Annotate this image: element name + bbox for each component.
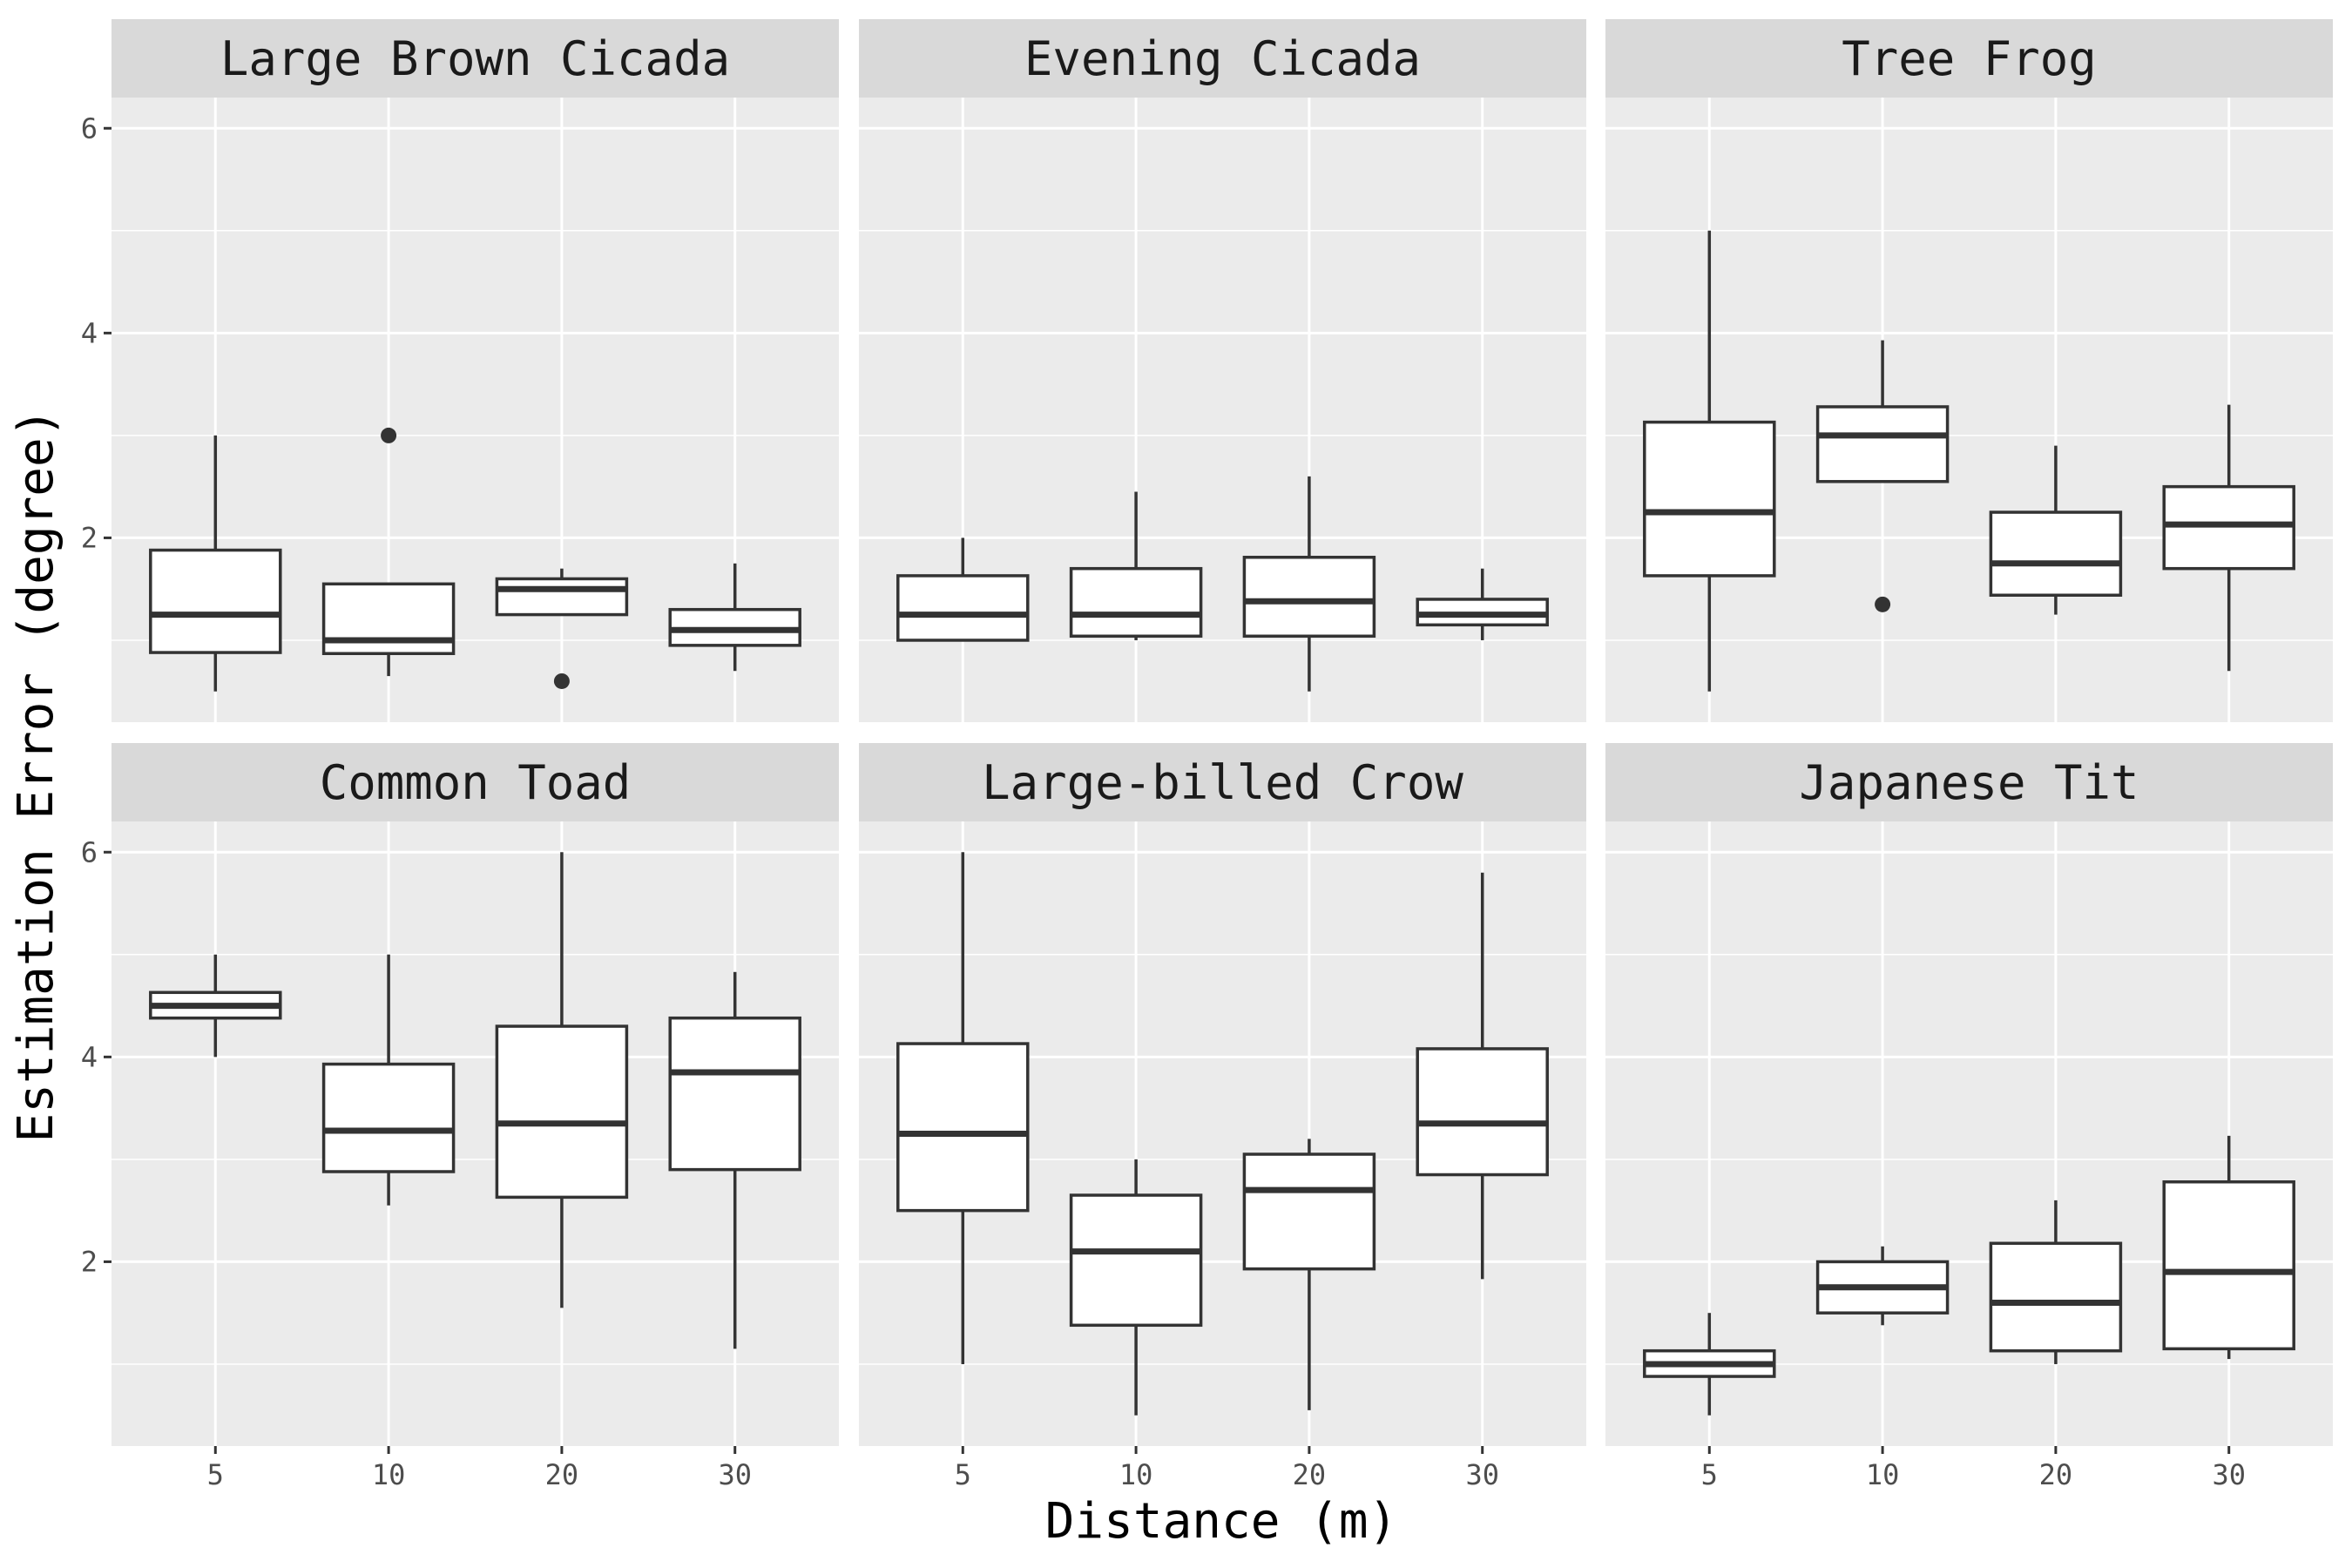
panel-background <box>1605 98 2333 722</box>
box-group <box>1069 1159 1203 1416</box>
box-iqr <box>2162 484 2295 571</box>
facet-panels: Large Brown Cicada 2 4 6 Evening Cicada Tree … <box>81 19 2333 1491</box>
outlier-point <box>553 672 570 689</box>
box-iqr <box>668 1016 801 1172</box>
box-group <box>2162 1135 2295 1360</box>
facet-panel: Large Brown Cicada 2 4 6 <box>81 19 839 722</box>
box-group <box>1815 340 1950 612</box>
x-tick-label: 10 <box>1119 1458 1153 1491</box>
facet-panel: Large-billed Crow 5 10 20 30 <box>859 743 1586 1491</box>
y-tick-label: 6 <box>81 112 98 145</box>
x-tick-label: 30 <box>2212 1458 2246 1491</box>
facet-title: Japanese Tit <box>1799 755 2139 810</box>
box-iqr <box>1643 420 1776 578</box>
box-group <box>2162 404 2295 672</box>
box-iqr <box>1815 405 1950 483</box>
facet-strip <box>112 19 839 98</box>
facet-title: Large-billed Crow <box>982 755 1463 810</box>
facet-title: Tree Frog <box>1842 31 2097 86</box>
facet-strip <box>859 19 1586 98</box>
box-group <box>1242 1139 1376 1410</box>
outlier-point <box>381 427 397 443</box>
facet-panel: Evening Cicada <box>859 19 1586 722</box>
box-iqr <box>1069 566 1203 639</box>
box-iqr <box>495 1024 629 1200</box>
box-iqr <box>896 574 1030 642</box>
x-tick-label: 10 <box>372 1458 406 1491</box>
box-group <box>1643 1313 1776 1416</box>
box-group <box>896 537 1030 642</box>
box-iqr <box>1069 1193 1203 1328</box>
y-tick-label: 2 <box>81 521 98 554</box>
x-tick-label: 10 <box>1866 1458 1900 1491</box>
y-tick-label: 4 <box>81 316 98 349</box>
box-group <box>1989 1200 2123 1364</box>
x-tick-label: 30 <box>718 1458 752 1491</box>
box-iqr <box>495 577 629 617</box>
y-tick-label: 4 <box>81 1040 98 1073</box>
box-group <box>1416 568 1549 640</box>
facet-panel: Common Toad 2 4 6 5 10 20 30 <box>81 743 839 1491</box>
box-group <box>1643 230 1776 692</box>
x-tick-label: 20 <box>1293 1458 1327 1491</box>
x-tick-label: 5 <box>1701 1458 1718 1491</box>
y-tick-label: 6 <box>81 835 98 868</box>
box-group <box>149 435 282 692</box>
facet-panel: Tree Frog <box>1605 19 2333 722</box>
outlier-point <box>1875 596 1891 612</box>
box-group <box>668 971 801 1349</box>
x-tick-label: 20 <box>2039 1458 2073 1491</box>
box-group <box>1815 1246 1950 1326</box>
box-iqr <box>896 1042 1030 1213</box>
box-iqr <box>321 1062 456 1173</box>
box-group <box>495 568 629 689</box>
box-iqr <box>1989 1241 2123 1353</box>
box-iqr <box>1242 1152 1376 1271</box>
x-axis-title: Distance (m) <box>1045 1493 1398 1550</box>
box-group <box>1989 445 2123 615</box>
box-group <box>1069 491 1203 640</box>
box-group <box>1242 476 1376 692</box>
box-group <box>668 563 801 672</box>
box-iqr <box>149 548 282 654</box>
facet-title: Large Brown Cicada <box>220 31 730 86</box>
facet-title: Evening Cicada <box>1024 31 1421 86</box>
facet-strip <box>1605 19 2333 98</box>
x-tick-label: 5 <box>955 1458 971 1491</box>
facet-strip <box>112 743 839 821</box>
box-iqr <box>2162 1179 2295 1351</box>
facet-strip <box>859 743 1586 821</box>
box-iqr <box>1416 1047 1549 1177</box>
facet-strip <box>1605 743 2333 821</box>
box-group <box>896 852 1030 1364</box>
x-tick-label: 20 <box>545 1458 579 1491</box>
facet-title: Common Toad <box>320 755 632 810</box>
facet-panel: Japanese Tit 5 10 20 30 <box>1605 743 2333 1491</box>
box-iqr <box>1989 510 2123 597</box>
box-group <box>321 427 456 677</box>
y-tick-label: 2 <box>81 1245 98 1278</box>
box-group <box>1416 872 1549 1280</box>
box-group <box>321 954 456 1206</box>
x-tick-label: 5 <box>207 1458 224 1491</box>
y-axis-title: Estimation Error (degree) <box>8 409 64 1143</box>
box-group <box>149 954 282 1058</box>
box-group <box>495 852 629 1308</box>
box-iqr <box>1242 556 1376 639</box>
x-tick-label: 30 <box>1465 1458 1499 1491</box>
